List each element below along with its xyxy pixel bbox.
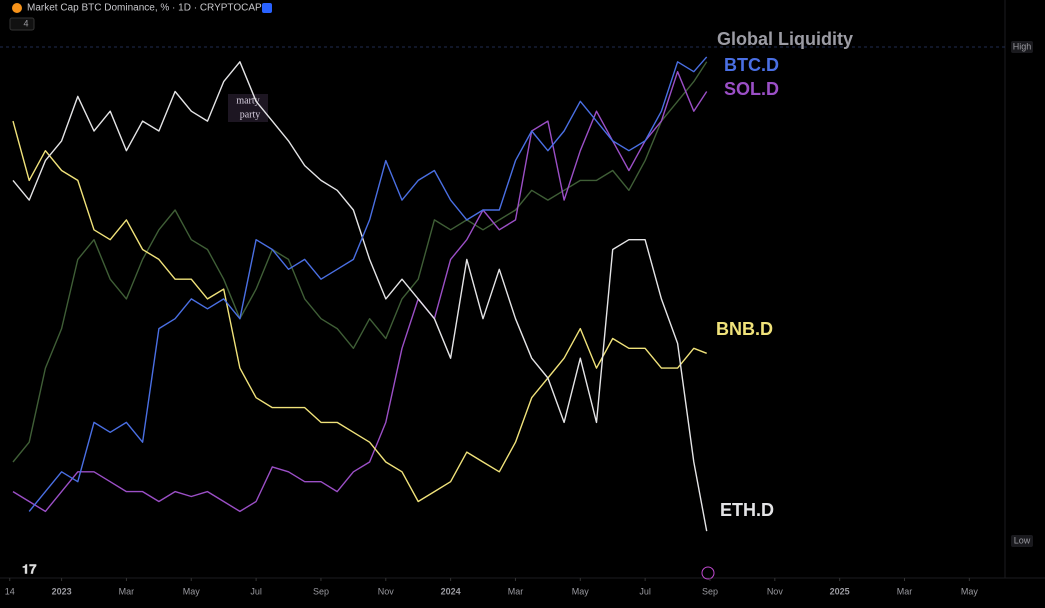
chart-title: Market Cap BTC Dominance, % · 1D · CRYPT… [27,3,262,14]
x-tick-label: Jul [639,586,651,596]
series-label: ETH.D [720,500,774,520]
x-tick-label: 2023 [52,586,72,596]
series-label: BTC.D [724,55,779,75]
series-label: BNB.D [716,319,773,339]
x-tick-label: Sep [313,586,329,596]
series-line [12,61,708,532]
x-tick-label: Mar [119,586,135,596]
series-label: Global Liquidity [717,29,853,49]
y-tick-box [1011,41,1033,53]
y-tick-label: High [1013,41,1032,51]
series-label: SOL.D [724,79,779,99]
x-tick-label: Mar [508,586,524,596]
y-tick-label: Low [1014,535,1031,545]
x-tick-label: Sep [702,586,718,596]
x-tick-label: Jul [250,586,262,596]
flag-icon[interactable] [262,3,272,13]
event-icon[interactable] [701,566,715,580]
series-line [12,120,707,503]
x-tick-label: 2025 [830,586,850,596]
x-tick-label: May [183,586,201,596]
indicator-count: 4 [23,18,28,28]
x-tick-label: May [961,586,979,596]
x-tick-label: Mar [897,586,913,596]
series-line [12,61,708,463]
series-line [28,56,708,512]
watermark: party [240,109,261,120]
x-tick-label: Nov [378,586,395,596]
x-tick-label: 14 [5,586,15,596]
x-tick-label: Nov [767,586,784,596]
watermark: marty [236,95,259,106]
x-tick-label: 2024 [441,586,461,596]
x-tick-label: May [572,586,590,596]
tv-logo: 𝟏𝟕 [22,561,37,576]
y-tick-box [1011,535,1033,547]
indicator-toggle[interactable] [9,17,35,31]
symbol-icon [12,3,22,13]
